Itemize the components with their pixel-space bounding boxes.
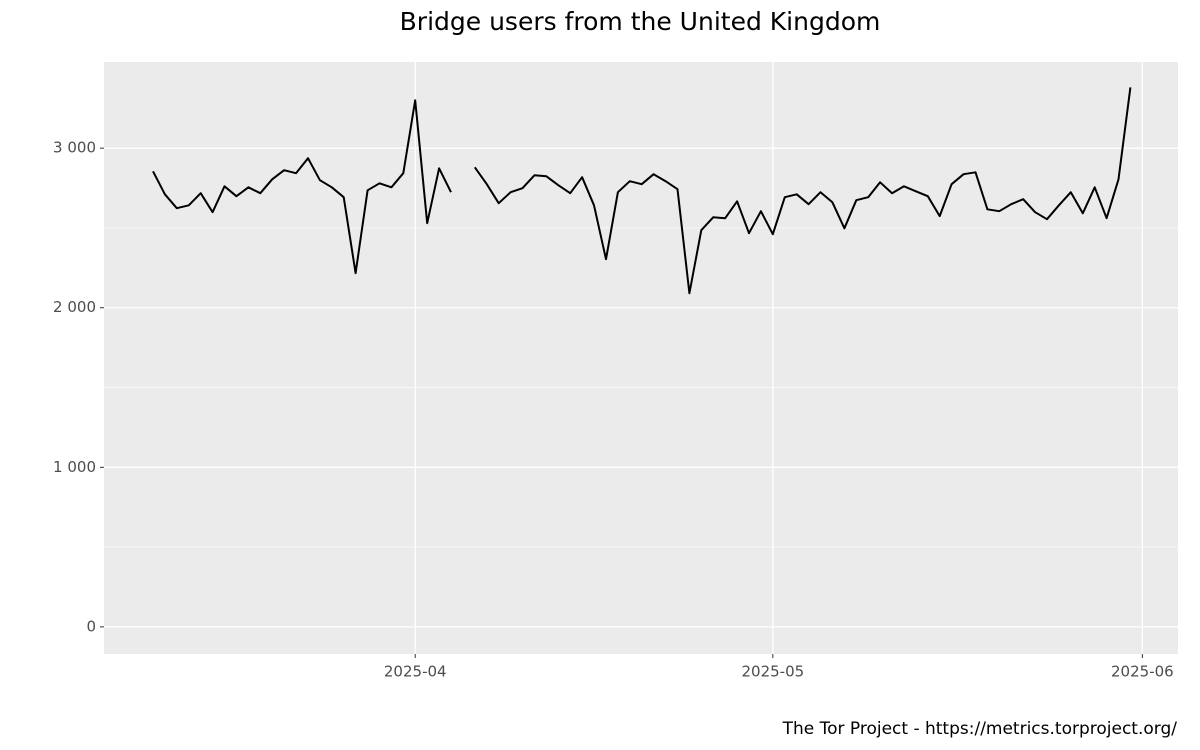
grid bbox=[104, 62, 1178, 654]
y-tick-label: 2 000 bbox=[53, 298, 96, 316]
x-tick-label: 2025-04 bbox=[384, 663, 447, 681]
chart-title: Bridge users from the United Kingdom bbox=[400, 7, 881, 36]
x-tick-label: 2025-05 bbox=[741, 663, 804, 681]
data-line bbox=[152, 87, 1132, 295]
y-tick-label: 3 000 bbox=[53, 139, 96, 157]
caption: The Tor Project - https://metrics.torpro… bbox=[782, 719, 1178, 739]
x-tick-label: 2025-06 bbox=[1111, 663, 1174, 681]
y-tick-label: 1 000 bbox=[53, 458, 96, 476]
plot-panel bbox=[104, 62, 1178, 654]
y-tick-label: 0 bbox=[86, 617, 96, 635]
